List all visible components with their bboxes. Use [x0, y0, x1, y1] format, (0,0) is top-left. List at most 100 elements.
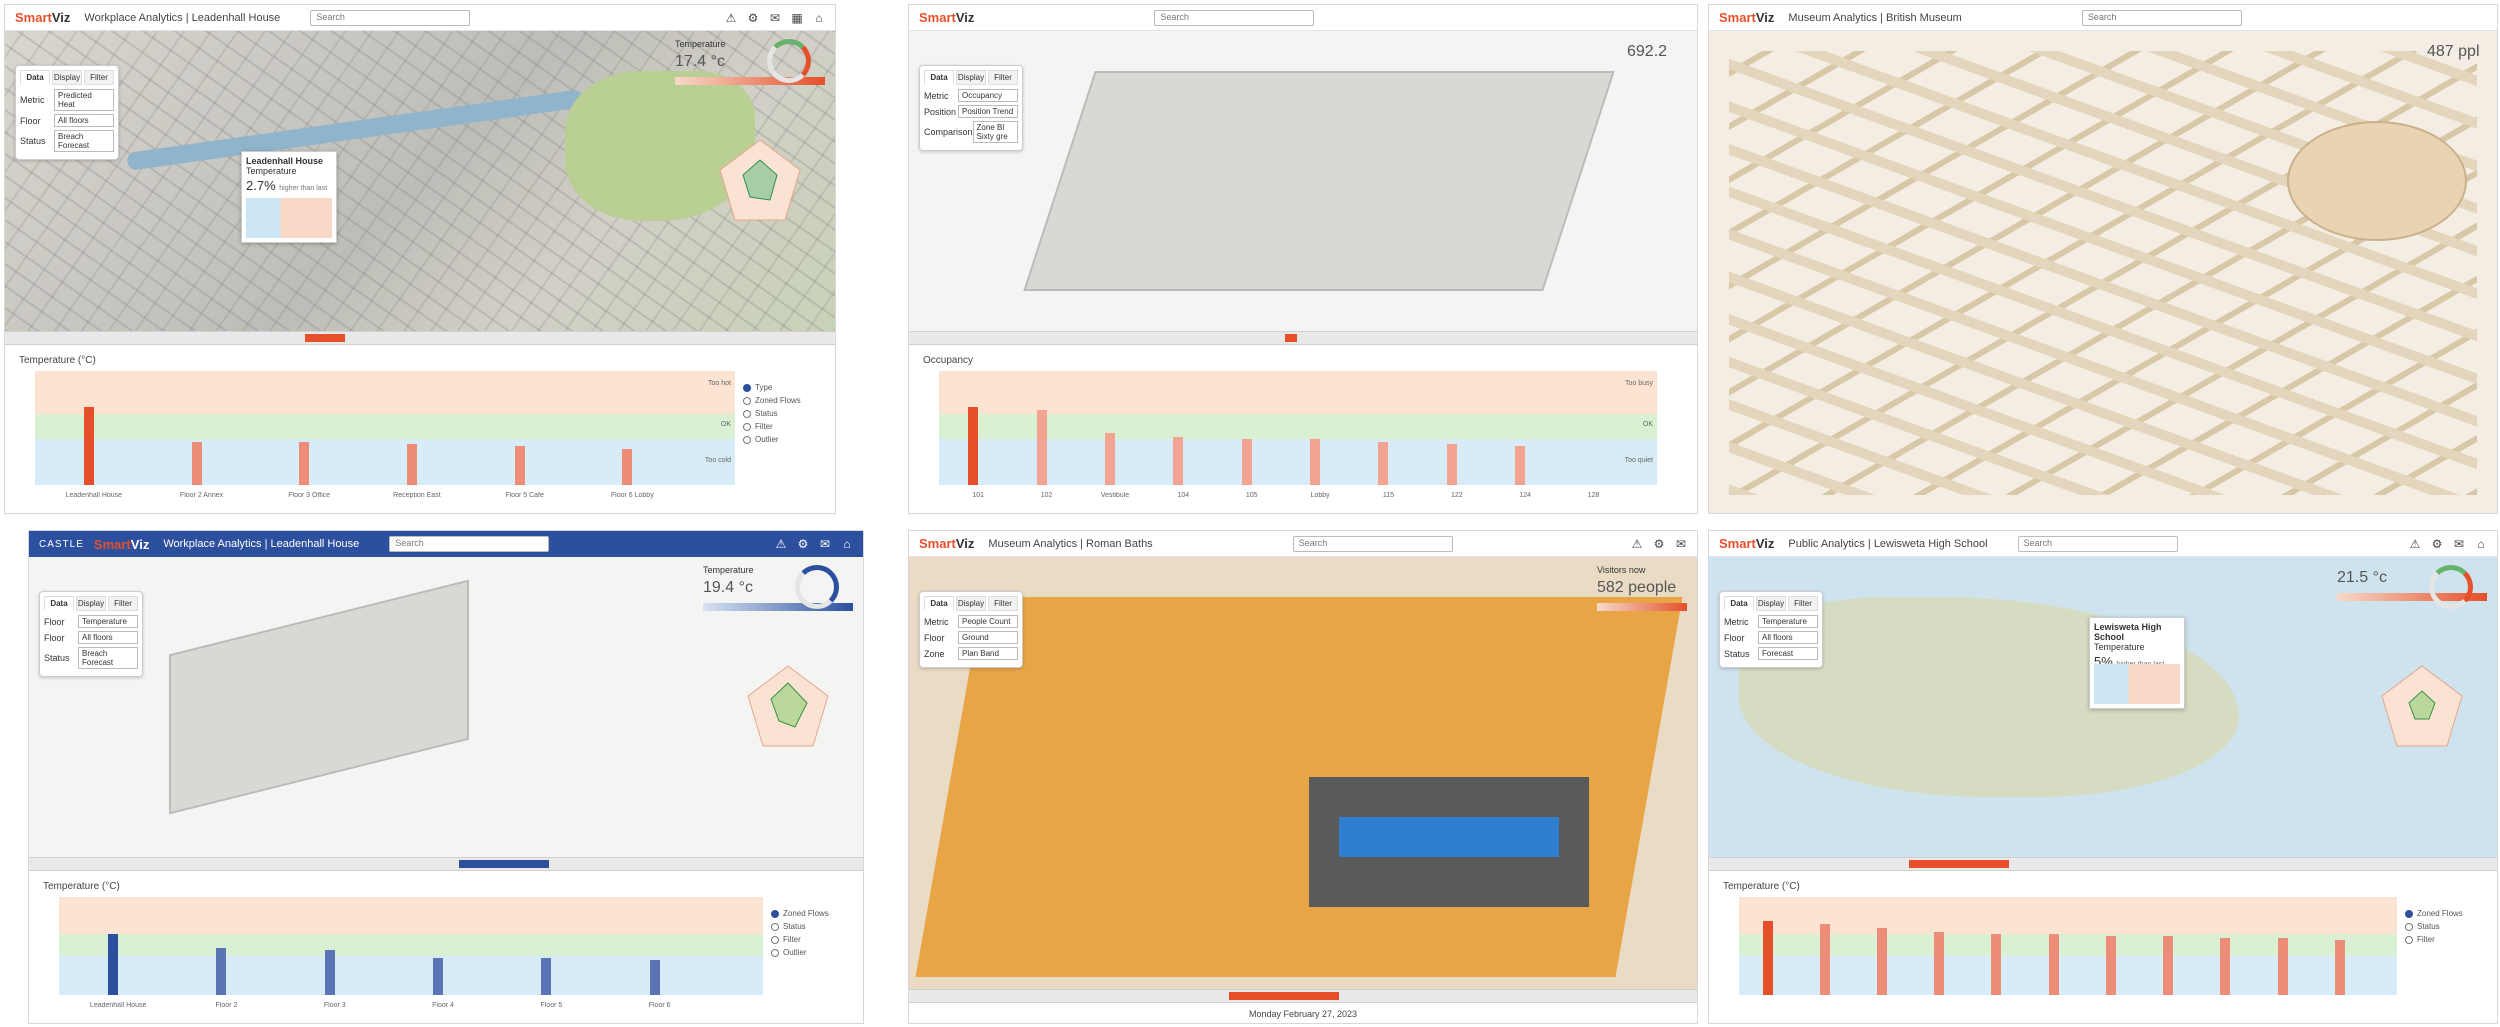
legend-item[interactable]: Status [743, 409, 827, 418]
home-icon[interactable]: ⌂ [815, 10, 823, 25]
gear-icon[interactable]: ⚙ [2431, 536, 2443, 551]
legend-item[interactable]: Status [2405, 922, 2489, 931]
timeline-selection[interactable] [459, 860, 549, 868]
legend-item[interactable]: Zoned Flows [2405, 909, 2489, 918]
legend-item[interactable]: Type [743, 383, 827, 392]
chart-bar[interactable] [1991, 934, 2002, 995]
bell-icon[interactable]: ⚠ [1631, 536, 1643, 551]
chart-bar[interactable] [216, 947, 227, 995]
tab-display[interactable]: Display [1756, 596, 1786, 611]
tab-display[interactable]: Display [956, 70, 986, 85]
chat-icon[interactable]: ✉ [2453, 536, 2465, 551]
chart-bar[interactable] [433, 957, 444, 995]
chart-bar[interactable] [1446, 443, 1457, 485]
chart-bar[interactable] [649, 959, 660, 995]
search-input[interactable]: Search [1154, 9, 1315, 26]
gear-icon[interactable]: ⚙ [1653, 536, 1665, 551]
timeline-bar[interactable] [29, 857, 863, 871]
map-view[interactable]: Data Display Filter Metric Temperature Fl… [1709, 557, 2497, 857]
position-select[interactable]: Position Trend [958, 105, 1018, 118]
status-select[interactable]: Breach Forecast [78, 647, 138, 669]
search-input[interactable]: Search [2017, 535, 2178, 552]
chart-bar[interactable] [514, 446, 525, 485]
search-input[interactable]: Search [2081, 9, 2242, 26]
timeline-selection[interactable] [1285, 334, 1297, 342]
zone-select[interactable]: Plan Band [958, 647, 1018, 660]
chart-bar[interactable] [2048, 934, 2059, 995]
metric-select[interactable]: Predicted Heat [54, 89, 114, 111]
legend-item[interactable]: Zoned Flows [771, 909, 855, 918]
chart-bar[interactable] [1877, 928, 1888, 995]
floor-select[interactable]: All floors [1758, 631, 1818, 644]
legend-item[interactable]: Filter [743, 422, 827, 431]
chart-bar[interactable] [1173, 437, 1184, 485]
bell-icon[interactable]: ⚠ [775, 537, 787, 551]
metric-select[interactable]: Temperature [1758, 615, 1818, 628]
chart-bar[interactable] [2105, 936, 2116, 995]
chart-bar[interactable] [1762, 920, 1773, 995]
bell-icon[interactable]: ⚠ [725, 10, 737, 25]
grid-icon[interactable]: ▦ [791, 10, 803, 25]
legend-item[interactable]: Outlier [771, 948, 855, 957]
chart-bar[interactable] [622, 448, 633, 485]
legend-item[interactable]: Filter [771, 935, 855, 944]
timeline-bar[interactable] [909, 989, 1697, 1003]
chart-bar[interactable] [1378, 441, 1389, 485]
chart-bar[interactable] [2220, 938, 2231, 995]
chart-bar[interactable] [1515, 446, 1526, 485]
tab-data[interactable]: Data [924, 70, 954, 85]
timeline-selection[interactable] [1909, 860, 2009, 868]
timeline-bar[interactable] [5, 331, 835, 345]
tab-display[interactable]: Display [76, 596, 106, 611]
chat-icon[interactable]: ✉ [1675, 536, 1687, 551]
tab-filter[interactable]: Filter [84, 70, 114, 85]
timeline-bar[interactable] [909, 331, 1697, 345]
tab-display[interactable]: Display [52, 70, 82, 85]
chart-bar[interactable] [1819, 924, 1830, 995]
chart-bar[interactable] [541, 957, 552, 995]
timeline-selection[interactable] [1229, 992, 1339, 1000]
chat-icon[interactable]: ✉ [819, 537, 831, 551]
status-select[interactable]: Forecast [1758, 647, 1818, 660]
chart-bar[interactable] [1036, 409, 1047, 485]
museum-3d-view[interactable] [1709, 31, 2497, 513]
tab-filter[interactable]: Filter [108, 596, 138, 611]
chart-bar[interactable] [1104, 432, 1115, 485]
home-icon[interactable]: ⌂ [843, 537, 851, 551]
metric-select[interactable]: People Count [958, 615, 1018, 628]
search-input[interactable]: Search [310, 9, 471, 26]
home-icon[interactable]: ⌂ [2477, 536, 2485, 551]
chart-bar[interactable] [108, 934, 119, 995]
chart-bar[interactable] [2334, 940, 2345, 995]
timeline-bar[interactable] [1709, 857, 2497, 871]
floor-select[interactable]: Ground [958, 631, 1018, 644]
tab-data[interactable]: Data [1724, 596, 1754, 611]
chart-bar[interactable] [2163, 936, 2174, 995]
chart-bar[interactable] [1241, 439, 1252, 485]
floor-select[interactable]: All floors [54, 114, 114, 127]
status-select[interactable]: Breach Forecast [54, 130, 114, 152]
search-input[interactable]: Search [389, 536, 550, 552]
timeline-selection[interactable] [305, 334, 345, 342]
gear-icon[interactable]: ⚙ [747, 10, 759, 25]
tab-data[interactable]: Data [44, 596, 74, 611]
bell-icon[interactable]: ⚠ [2409, 536, 2421, 551]
chart-bar[interactable] [968, 407, 979, 485]
floor-view[interactable]: Data Display Filter Metric Occupancy Posi… [909, 31, 1697, 331]
tab-filter[interactable]: Filter [1788, 596, 1818, 611]
search-input[interactable]: Search [1292, 535, 1453, 552]
tab-display[interactable]: Display [956, 596, 986, 611]
chart-bar[interactable] [191, 441, 202, 485]
chart-bar[interactable] [1934, 932, 1945, 995]
chart-bar[interactable] [324, 949, 335, 995]
tab-data[interactable]: Data [20, 70, 50, 85]
metric-select[interactable]: Temperature [78, 615, 138, 628]
chat-icon[interactable]: ✉ [769, 10, 781, 25]
chart-bar[interactable] [2277, 938, 2288, 995]
chart-bar[interactable] [406, 443, 417, 485]
tab-filter[interactable]: Filter [988, 70, 1018, 85]
tab-data[interactable]: Data [924, 596, 954, 611]
chart-bar[interactable] [299, 441, 310, 485]
metric-select[interactable]: Occupancy [958, 89, 1018, 102]
comparison-select[interactable]: Zone Bl Sixty gre [972, 121, 1018, 143]
